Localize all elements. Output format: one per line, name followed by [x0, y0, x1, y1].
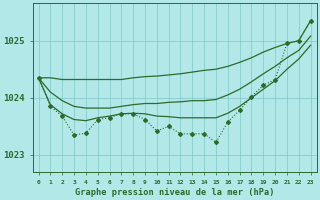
X-axis label: Graphe pression niveau de la mer (hPa): Graphe pression niveau de la mer (hPa) — [75, 188, 274, 197]
